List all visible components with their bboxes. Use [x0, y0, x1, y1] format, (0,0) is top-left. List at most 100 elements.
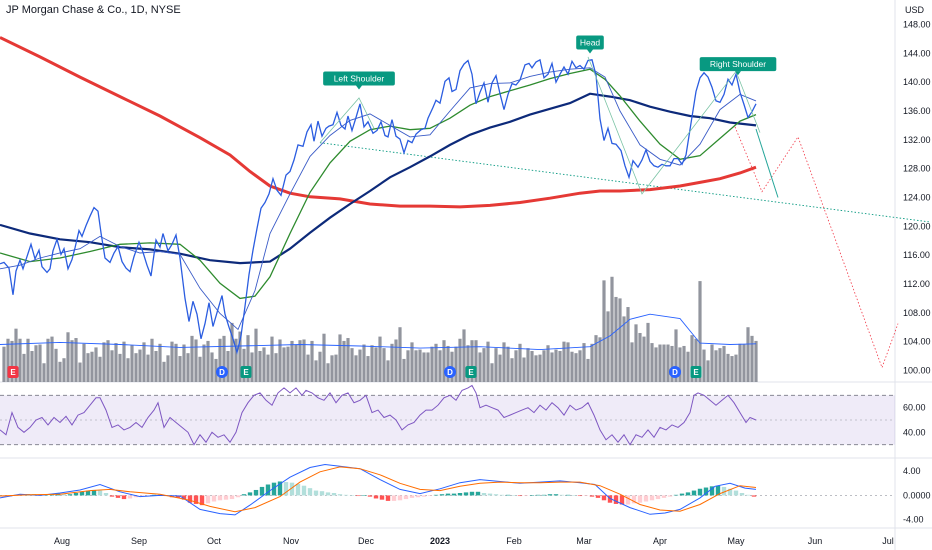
macd-histogram-bar — [505, 494, 511, 496]
volume-bar — [462, 329, 466, 382]
volume-bar — [186, 353, 190, 382]
volume-bar — [514, 350, 518, 382]
macd-histogram-bar — [265, 484, 271, 496]
pattern-label-box — [323, 71, 395, 86]
volume-bar — [622, 316, 626, 382]
price-axis-tick: 100.00 — [903, 365, 931, 375]
macd-histogram-bar — [199, 495, 205, 506]
volume-bar — [554, 349, 558, 382]
volume-bar — [30, 351, 34, 382]
volume-bar — [606, 311, 610, 382]
macd-histogram-bar — [181, 495, 187, 500]
dividend-marker — [444, 366, 456, 378]
price-axis-tick: 144.00 — [903, 48, 931, 58]
macd-histogram-bar — [283, 482, 289, 496]
volume-bar — [518, 343, 522, 382]
volume-bar — [722, 345, 726, 382]
macd-histogram-bar — [667, 495, 673, 497]
pattern-label: Left Shoulder — [334, 74, 385, 84]
volume-bar — [414, 350, 418, 382]
macd-histogram-bar — [553, 494, 559, 496]
macd-histogram-bar — [109, 495, 115, 497]
macd-histogram-bar — [277, 481, 283, 496]
volume-bar — [482, 348, 486, 382]
time-axis-tick: May — [727, 536, 745, 546]
earnings-marker — [690, 366, 702, 378]
pattern-label-pointer — [735, 71, 741, 76]
macd-histogram-bar — [253, 489, 259, 496]
price-axis-tick: 136.00 — [903, 106, 931, 116]
macd-histogram-bar — [91, 489, 97, 496]
macd-histogram-bar — [559, 494, 565, 496]
macd-histogram-bar — [661, 495, 667, 498]
macd-histogram-bar — [367, 495, 373, 497]
volume-bar — [510, 358, 514, 382]
macd-histogram-bar — [481, 493, 487, 496]
macd-histogram-bar — [97, 490, 103, 496]
volume-bar — [50, 336, 54, 382]
volume-bar — [274, 353, 278, 382]
time-axis-tick: Nov — [283, 536, 300, 546]
volume-bar — [262, 347, 266, 382]
macd-histogram-bar — [259, 486, 265, 496]
macd-histogram-bar — [433, 494, 439, 496]
macd-histogram-bar — [577, 495, 583, 497]
volume-bar — [714, 350, 718, 382]
volume-bar — [546, 345, 550, 382]
volume-bar — [254, 328, 258, 382]
macd-histogram-bar — [427, 495, 433, 497]
volume-bar — [238, 331, 242, 382]
volume-bar — [58, 361, 62, 382]
macd-histogram-bar — [235, 495, 241, 498]
macd-histogram-bar — [571, 495, 577, 496]
volume-bar — [122, 341, 126, 382]
macd-histogram-bar — [175, 495, 181, 498]
macd-histogram-bar — [445, 493, 451, 496]
volume-bar — [534, 355, 538, 382]
volume-bar — [258, 351, 262, 382]
macd-histogram-bar — [121, 495, 127, 500]
volume-bar — [18, 338, 22, 382]
price-axis-tick: 112.00 — [903, 279, 930, 289]
volume-bar — [102, 342, 106, 382]
macd-histogram-bar — [511, 495, 517, 496]
volume-bar — [674, 329, 678, 382]
volume-bar — [726, 353, 730, 382]
earnings-marker — [240, 366, 252, 378]
volume-bar — [74, 338, 78, 382]
volume-bar — [266, 354, 270, 382]
volume-bar — [430, 346, 434, 382]
macd-histogram-bar — [619, 495, 625, 505]
macd-histogram-bar — [301, 485, 307, 496]
time-axis-tick: Feb — [506, 536, 522, 546]
macd-histogram-bar — [745, 494, 751, 496]
volume-bar — [66, 332, 70, 382]
volume-bar — [382, 348, 386, 382]
volume-bar — [90, 351, 94, 382]
volume-bar — [326, 363, 330, 382]
volume-bar — [142, 342, 146, 382]
macd-axis-tick: 0.0000 — [903, 490, 931, 500]
volume-bar — [406, 350, 410, 382]
volume-bar — [114, 343, 118, 382]
volume-bar — [346, 338, 350, 382]
volume-bar — [458, 338, 462, 382]
macd-histogram-bar — [643, 495, 649, 502]
volume-bar — [234, 338, 238, 382]
macd-histogram-bar — [535, 494, 541, 496]
volume-bar — [398, 327, 402, 382]
event-marker-label: D — [447, 368, 453, 377]
ma-fast-line — [0, 67, 757, 331]
price-axis-tick: 120.00 — [903, 221, 931, 231]
volume-bar — [738, 343, 742, 382]
volume-bar — [362, 344, 366, 382]
volume-bar — [682, 345, 686, 382]
volume-bar — [314, 360, 318, 382]
volume-bar — [190, 335, 194, 382]
pattern-label: Head — [580, 38, 601, 48]
macd-histogram-bar — [727, 488, 733, 496]
macd-histogram-bar — [589, 495, 595, 497]
volume-bar — [270, 336, 274, 382]
macd-histogram-bar — [673, 494, 679, 496]
